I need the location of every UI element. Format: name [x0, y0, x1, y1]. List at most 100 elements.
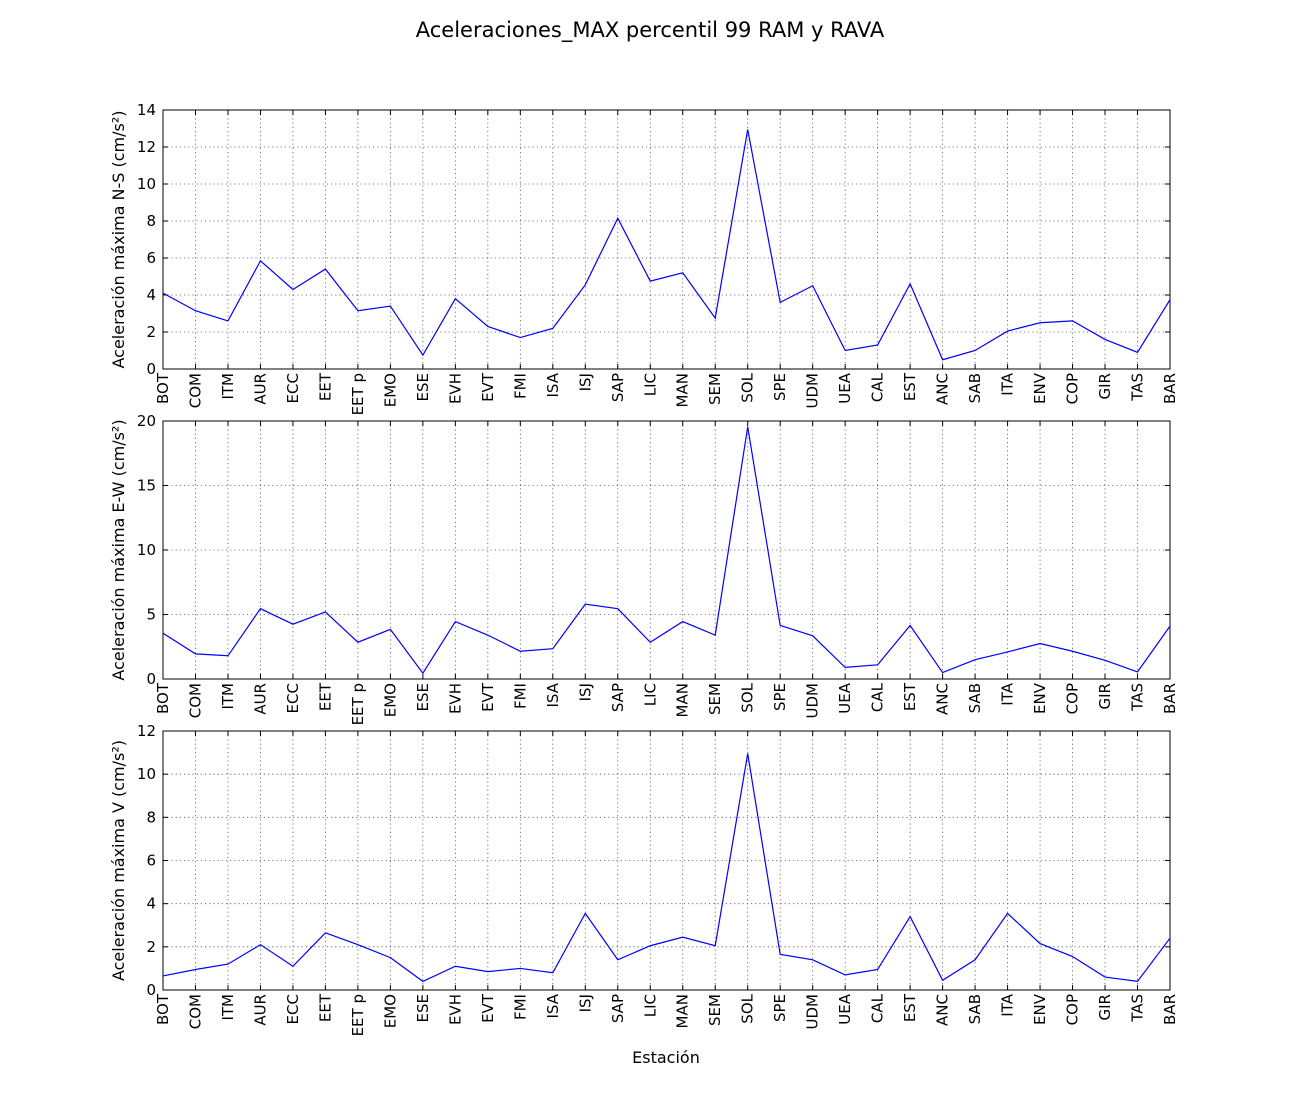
- x-tick-label: ITA: [999, 993, 1017, 1016]
- chart-panel-1: 0 2 4 6 8 10 12 14 BOT COM ITM AUR ECC EET EET p EMO ESE…: [109, 101, 1179, 415]
- x-tick-label: GIR: [1096, 373, 1114, 399]
- axes-frame: [162, 109, 1171, 370]
- chart-panel-3: 0 2 4 6 8 10 12 BOT COM ITM AUR ECC EET EET p EMO ESE EV…: [109, 722, 1179, 1036]
- x-tick-label: UEA: [836, 372, 854, 403]
- x-tick-label: SPE: [771, 683, 789, 711]
- y-tick-label: 4: [146, 895, 156, 913]
- x-tick-label: EVT: [479, 993, 497, 1023]
- x-tick-label: UEA: [836, 993, 854, 1024]
- x-tick-label: SOL: [739, 993, 757, 1023]
- y-tick-label: 0: [146, 670, 156, 688]
- x-tick-label: ITM: [219, 373, 237, 400]
- x-tick-label: EMO: [381, 373, 399, 407]
- x-tick-label: CAL: [869, 993, 887, 1023]
- x-tick-label: SAP: [609, 373, 627, 402]
- x-tick-label: CAL: [869, 682, 887, 712]
- x-tick-label: EVH: [446, 683, 464, 714]
- x-tick-label: ECC: [284, 683, 302, 713]
- y-tick-label: 8: [146, 212, 156, 230]
- x-tick-label: ISA: [544, 993, 562, 1018]
- x-tick-label: BAR: [1161, 994, 1179, 1025]
- x-tick-label: FMI: [511, 373, 529, 399]
- x-tick-label: BOT: [154, 993, 172, 1025]
- axes-frame: [162, 420, 1171, 680]
- x-tick-label: SAP: [609, 683, 627, 712]
- y-tick-label: 12: [137, 138, 156, 156]
- x-tick-label: CAL: [869, 372, 887, 402]
- x-tick-label: EET p: [349, 994, 367, 1036]
- x-tick-label: ISA: [544, 372, 562, 397]
- x-tick-label: EVH: [446, 373, 464, 404]
- x-tick-label: ISA: [544, 682, 562, 707]
- y-tick-label: 14: [137, 101, 156, 119]
- series-line: [162, 129, 1171, 361]
- x-tick-label: ENV: [1031, 682, 1049, 714]
- x-tick-label: EVT: [479, 682, 497, 712]
- y-tick-label: 2: [146, 938, 156, 956]
- x-tick-label: LIC: [641, 994, 659, 1017]
- x-tick-label: BAR: [1161, 683, 1179, 714]
- x-tick-label: TAS: [1129, 994, 1147, 1023]
- x-tick-label: ITM: [219, 683, 237, 710]
- x-tick-label: ISJ: [576, 683, 594, 701]
- x-tick-label: ISJ: [576, 994, 594, 1012]
- x-tick-label: EET p: [349, 373, 367, 415]
- x-tick-label: SPE: [771, 373, 789, 401]
- x-tick-label: AUR: [251, 994, 269, 1026]
- y-axis-label: Aceleración máxima E-W (cm/s²): [109, 419, 128, 680]
- x-tick-label: COM: [186, 373, 204, 408]
- x-tick-label: ITA: [999, 372, 1017, 395]
- x-tick-label: EVH: [446, 994, 464, 1025]
- axes-frame: [162, 730, 1171, 991]
- x-tick-label: MAN: [674, 994, 692, 1028]
- y-tick-label: 10: [137, 765, 156, 783]
- x-tick-label: EET: [316, 372, 334, 401]
- x-tick-label: EET p: [349, 683, 367, 725]
- x-tick-label: SEM: [706, 373, 724, 405]
- x-tick-label: UDM: [804, 683, 822, 718]
- x-tick-label: ECC: [284, 373, 302, 403]
- x-tick-label: GIR: [1096, 683, 1114, 709]
- x-tick-label: ESE: [414, 994, 432, 1022]
- x-tick-label: SOL: [739, 682, 757, 712]
- x-tick-label: EET: [316, 682, 334, 711]
- x-tick-label: MAN: [674, 373, 692, 407]
- chart-panel-2: 0 5 10 15 20 BOT COM ITM AUR ECC EET EET p EMO ESE EVH…: [109, 412, 1179, 725]
- x-tick-label: ITM: [219, 994, 237, 1021]
- x-tick-label: SEM: [706, 683, 724, 715]
- x-tick-label: EET: [316, 993, 334, 1022]
- y-tick-label: 20: [137, 412, 156, 430]
- x-tick-label: ENV: [1031, 372, 1049, 404]
- x-tick-label: AUR: [251, 683, 269, 715]
- x-tick-label: SAB: [966, 373, 984, 403]
- x-tick-label: SAB: [966, 683, 984, 713]
- x-tick-label: MAN: [674, 683, 692, 717]
- x-tick-label: EMO: [381, 683, 399, 717]
- chart-title: Aceleraciones_MAX percentil 99 RAM y RAV…: [416, 18, 885, 43]
- series-line: [162, 753, 1171, 983]
- y-tick-label: 5: [146, 606, 156, 624]
- x-tick-label: BOT: [154, 682, 172, 714]
- x-tick-label: UDM: [804, 994, 822, 1029]
- y-tick-label: 6: [146, 852, 156, 870]
- x-axis-label: Estación: [632, 1048, 700, 1067]
- x-tick-label: ECC: [284, 994, 302, 1024]
- y-axis-label: Aceleración máxima N-S (cm/s²): [109, 110, 128, 368]
- y-tick-label: 2: [146, 323, 156, 341]
- x-tick-label: SAB: [966, 994, 984, 1024]
- y-tick-label: 0: [146, 360, 156, 378]
- x-tick-label: ESE: [414, 683, 432, 711]
- x-tick-label: EMO: [381, 994, 399, 1028]
- x-tick-label: LIC: [641, 373, 659, 396]
- x-tick-label: COM: [186, 994, 204, 1029]
- y-tick-label: 12: [137, 722, 156, 740]
- x-tick-label: AUR: [251, 373, 269, 405]
- x-tick-label: FMI: [511, 994, 529, 1020]
- x-tick-label: FMI: [511, 683, 529, 709]
- x-tick-label: SPE: [771, 994, 789, 1022]
- x-tick-label: SEM: [706, 994, 724, 1026]
- x-tick-label: TAS: [1129, 373, 1147, 402]
- x-tick-label: UEA: [836, 682, 854, 713]
- x-tick-label: SOL: [739, 372, 757, 402]
- y-tick-label: 0: [146, 981, 156, 999]
